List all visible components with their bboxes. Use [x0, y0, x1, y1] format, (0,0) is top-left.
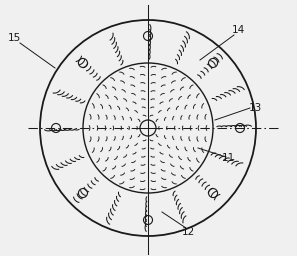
Text: 15: 15	[7, 33, 20, 43]
Text: 14: 14	[231, 25, 245, 35]
Text: 13: 13	[248, 103, 262, 113]
Text: 12: 12	[181, 227, 195, 237]
Text: 11: 11	[221, 153, 235, 163]
